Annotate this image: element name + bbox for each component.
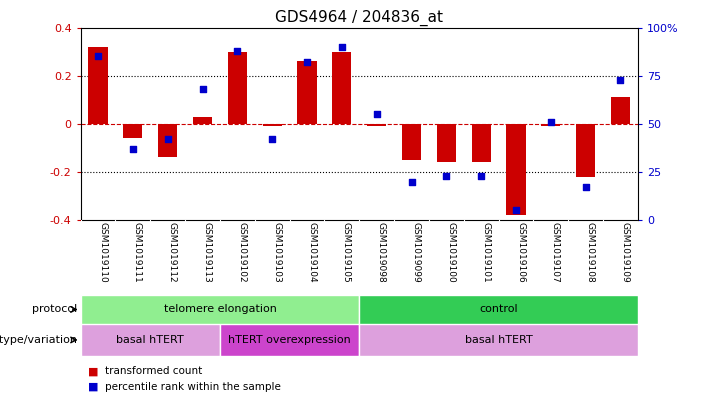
Bar	[359, 324, 638, 356]
Bar	[332, 51, 351, 124]
Text: GSM1019112: GSM1019112	[168, 222, 177, 283]
Text: basal hTERT: basal hTERT	[116, 335, 184, 345]
Bar	[472, 124, 491, 162]
Point	[510, 207, 522, 213]
Bar	[263, 124, 282, 126]
Bar	[402, 124, 421, 160]
Point	[301, 59, 313, 65]
Bar	[88, 47, 108, 124]
Bar	[576, 124, 595, 177]
Bar	[367, 124, 386, 126]
Text: GSM1019109: GSM1019109	[620, 222, 629, 283]
Text: basal hTERT: basal hTERT	[465, 335, 533, 345]
Text: percentile rank within the sample: percentile rank within the sample	[105, 382, 281, 392]
Text: ■: ■	[88, 382, 98, 392]
Text: GSM1019111: GSM1019111	[133, 222, 142, 283]
Point	[197, 86, 208, 92]
Text: ■: ■	[88, 366, 98, 376]
Bar	[228, 51, 247, 124]
Text: transformed count: transformed count	[105, 366, 203, 376]
Text: GSM1019103: GSM1019103	[272, 222, 281, 283]
Bar	[81, 295, 359, 324]
Text: GSM1019105: GSM1019105	[342, 222, 350, 283]
Bar	[611, 97, 630, 124]
Point	[93, 53, 104, 59]
Point	[580, 184, 591, 191]
Title: GDS4964 / 204836_at: GDS4964 / 204836_at	[275, 10, 443, 26]
Text: GSM1019098: GSM1019098	[376, 222, 386, 283]
Text: protocol: protocol	[32, 305, 77, 314]
Text: GSM1019100: GSM1019100	[447, 222, 456, 283]
Point	[266, 136, 278, 142]
Point	[406, 178, 417, 185]
Bar	[506, 124, 526, 215]
Text: control: control	[479, 305, 518, 314]
Text: GSM1019106: GSM1019106	[516, 222, 525, 283]
Point	[371, 111, 382, 117]
Point	[336, 44, 348, 50]
Text: hTERT overexpression: hTERT overexpression	[229, 335, 351, 345]
Text: GSM1019101: GSM1019101	[481, 222, 490, 283]
Bar	[437, 124, 456, 162]
Point	[232, 48, 243, 54]
Bar	[81, 324, 220, 356]
Bar	[541, 124, 560, 126]
Bar	[220, 324, 359, 356]
Point	[162, 136, 173, 142]
Bar	[297, 61, 317, 124]
Point	[545, 119, 557, 125]
Point	[475, 173, 486, 179]
Text: genotype/variation: genotype/variation	[0, 335, 77, 345]
Point	[441, 173, 452, 179]
Bar	[359, 295, 638, 324]
Bar	[193, 117, 212, 124]
Text: telomere elongation: telomere elongation	[163, 305, 276, 314]
Text: GSM1019104: GSM1019104	[307, 222, 316, 283]
Text: GSM1019107: GSM1019107	[551, 222, 560, 283]
Bar	[123, 124, 142, 138]
Bar	[158, 124, 177, 158]
Text: GSM1019099: GSM1019099	[411, 222, 421, 283]
Point	[615, 76, 626, 83]
Text: GSM1019110: GSM1019110	[98, 222, 107, 283]
Text: GSM1019102: GSM1019102	[238, 222, 246, 283]
Text: GSM1019113: GSM1019113	[203, 222, 212, 283]
Point	[128, 146, 139, 152]
Text: GSM1019108: GSM1019108	[585, 222, 594, 283]
